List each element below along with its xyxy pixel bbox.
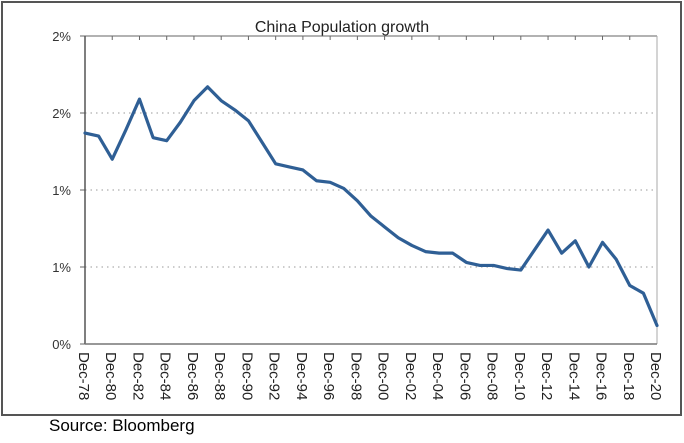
x-tick-label: Dec-88 (211, 352, 228, 400)
gridlines (85, 112, 657, 268)
series-group (83, 85, 659, 328)
x-tick-labels: Dec-78 Dec-80 Dec-82 Dec-84 Dec-86 Dec-88 Dec-… (75, 352, 664, 400)
x-tick-label: Dec-94 (293, 352, 310, 400)
x-tick-label: Dec-00 (375, 352, 392, 400)
y-tick-label: 1% (52, 183, 71, 198)
y-tick-label: 0% (52, 337, 71, 352)
x-tick-label: Dec-06 (456, 352, 473, 400)
x-tick-label: Dec-92 (266, 352, 283, 400)
series-line (83, 85, 659, 328)
y-tick-labels: 0% 1% 1% 2% 2% (52, 29, 71, 352)
chart-frame (1, 1, 682, 416)
axes (80, 35, 658, 345)
x-tick-label: Dec-90 (238, 352, 255, 400)
x-tick-label: Dec-80 (102, 352, 119, 400)
source-note: Source: Bloomberg (49, 416, 195, 435)
x-tick-label: Dec-82 (129, 352, 146, 400)
x-tick-label: Dec-10 (511, 352, 528, 400)
chart-title: China Population growth (255, 19, 429, 36)
x-tick-label: Dec-78 (75, 352, 92, 400)
x-tick-label: Dec-08 (484, 352, 501, 400)
x-tick-label: Dec-84 (157, 352, 174, 400)
x-tick-label: Dec-20 (647, 352, 664, 400)
x-tick-label: Dec-02 (402, 352, 419, 400)
x-tick-label: Dec-86 (184, 352, 201, 400)
x-tick-label: Dec-04 (429, 352, 446, 400)
x-tick-label: Dec-14 (565, 352, 582, 400)
x-tick-label: Dec-16 (593, 352, 610, 400)
y-tick-label: 1% (52, 260, 71, 275)
x-tick-label: Dec-96 (320, 352, 337, 400)
y-tick-label: 2% (52, 106, 71, 121)
x-tick-label: Dec-18 (620, 352, 637, 400)
x-tick-label: Dec-98 (347, 352, 364, 400)
y-tick-label: 2% (52, 29, 71, 44)
x-tick-label: Dec-12 (538, 352, 555, 400)
